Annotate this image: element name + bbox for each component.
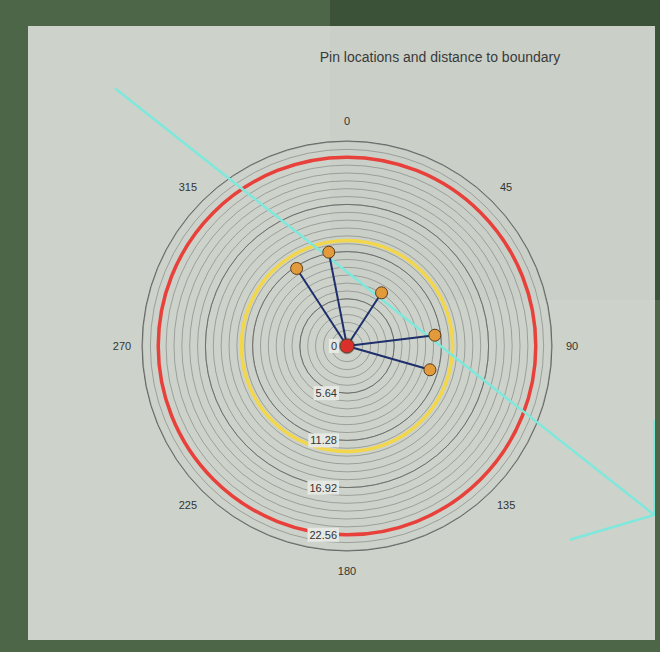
radial-tick-label: 11.28 bbox=[310, 434, 337, 446]
grid-circle bbox=[158, 157, 536, 535]
pin bbox=[424, 364, 436, 376]
angle-tick-label: 0 bbox=[344, 115, 350, 127]
grid-circle bbox=[166, 165, 528, 527]
marks bbox=[115, 89, 654, 540]
grid-circle bbox=[339, 338, 355, 354]
grid-circle bbox=[300, 299, 394, 393]
angle-tick-label: 135 bbox=[497, 499, 515, 511]
polar-area bbox=[142, 141, 552, 551]
radial-tick-label: 0 bbox=[331, 340, 337, 352]
grid-circle bbox=[316, 315, 379, 378]
label-patch bbox=[329, 339, 339, 353]
grid-circle bbox=[221, 220, 473, 472]
grid-circle-major bbox=[205, 204, 488, 487]
grid-circle bbox=[190, 189, 505, 504]
angle-tick-label: 45 bbox=[500, 181, 512, 193]
angle-tick-label: 315 bbox=[179, 181, 197, 193]
spoke bbox=[347, 346, 430, 370]
grid-circle bbox=[205, 204, 488, 487]
spoke bbox=[329, 252, 347, 346]
panel bbox=[28, 26, 655, 640]
grid-circle bbox=[308, 307, 387, 386]
grid bbox=[143, 142, 552, 551]
pin bbox=[291, 262, 303, 274]
ring bbox=[158, 157, 536, 535]
pin bbox=[429, 329, 441, 341]
angle-tick-label: 90 bbox=[566, 340, 578, 352]
radial-tick: 16.92 bbox=[307, 481, 339, 495]
grid-circle bbox=[229, 228, 465, 464]
grid-circle bbox=[198, 197, 497, 496]
label-patch bbox=[307, 481, 339, 495]
chart: Pin locations and distance to boundary 0 4… bbox=[0, 0, 660, 652]
axis-line bbox=[142, 141, 552, 551]
radial-tick-label: 16.92 bbox=[309, 482, 337, 494]
grid-circle bbox=[268, 267, 425, 424]
grid-circle bbox=[276, 275, 418, 417]
grid-circle bbox=[174, 173, 520, 519]
pin bbox=[376, 287, 388, 299]
grid-circle-major bbox=[158, 157, 536, 535]
grid-circle-major bbox=[300, 299, 394, 393]
label-patch bbox=[314, 386, 339, 400]
radial-tick: 5.64 bbox=[314, 386, 339, 400]
spoke bbox=[347, 293, 382, 346]
grid-circle bbox=[260, 259, 433, 432]
grid-circle bbox=[331, 330, 362, 361]
boundary-line bbox=[115, 89, 654, 540]
radial-tick: 0 bbox=[329, 339, 339, 353]
grid-circle bbox=[143, 142, 552, 551]
pin bbox=[323, 246, 335, 258]
angle-tick-label: 270 bbox=[113, 340, 131, 352]
radial-tick-label: 22.56 bbox=[309, 529, 337, 541]
title: Pin locations and distance to boundary bbox=[320, 49, 561, 65]
grid-circle bbox=[237, 236, 457, 456]
labels: Pin locations and distance to boundary 0 4… bbox=[113, 49, 578, 577]
background bbox=[0, 0, 660, 652]
grid-circle bbox=[150, 149, 543, 542]
pin bbox=[340, 339, 354, 353]
label-patch bbox=[308, 433, 339, 447]
radial-tick-label: 5.64 bbox=[316, 387, 337, 399]
label-patch bbox=[307, 528, 339, 542]
grid-circle bbox=[182, 181, 512, 511]
grid-circle bbox=[253, 252, 442, 441]
angle-tick-label: 180 bbox=[338, 565, 356, 577]
angle-tick-label: 225 bbox=[179, 499, 197, 511]
radial-tick: 22.56 bbox=[307, 528, 339, 542]
grid-circle-major bbox=[253, 252, 442, 441]
grid-circle bbox=[245, 244, 449, 448]
grid-circle bbox=[284, 283, 410, 409]
marks-inner bbox=[115, 89, 654, 540]
grid-circle bbox=[323, 322, 370, 369]
grid-circle bbox=[292, 291, 402, 401]
spoke bbox=[347, 335, 435, 346]
radial-tick: 11.28 bbox=[308, 433, 339, 447]
